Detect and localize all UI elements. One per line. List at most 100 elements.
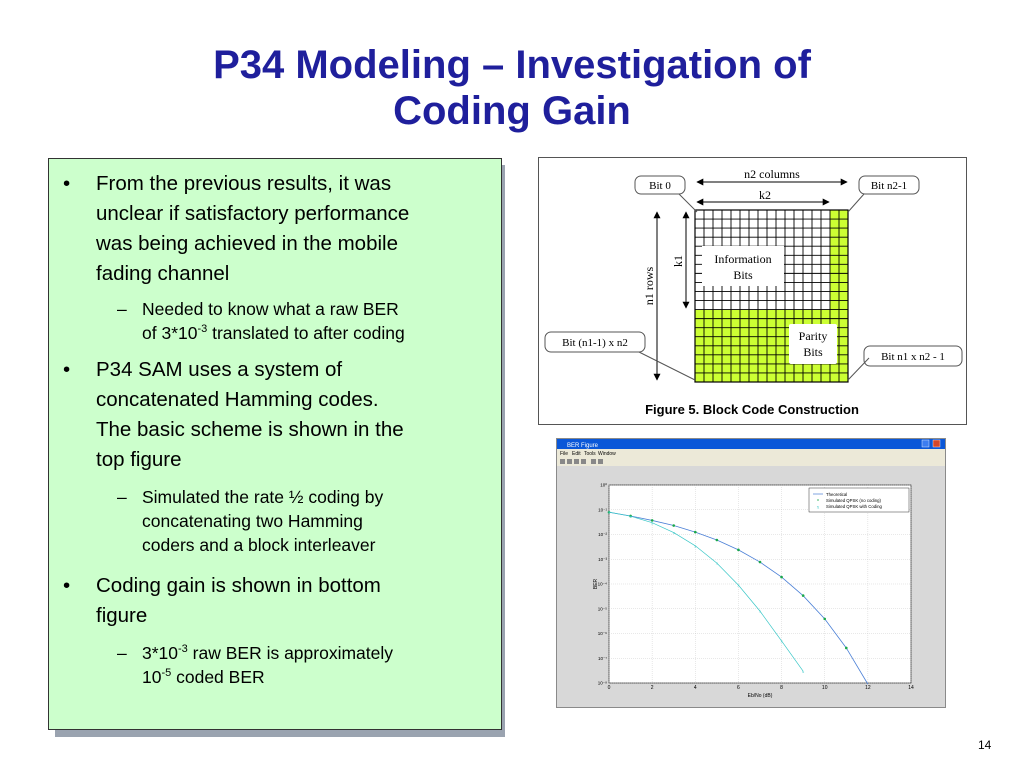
bit-n1-x-n2-1-pointer: [847, 357, 870, 381]
y-tick-labels: 10⁰ 10⁻¹ 10⁻² 10⁻³ 10⁻⁴ 10⁻⁵ 10⁻⁶ 10⁻⁷ 1…: [598, 483, 608, 686]
bit-0-callout: [634, 175, 686, 195]
block-code-figure: Information Bits Parity Bits n2 columns …: [538, 157, 967, 425]
dash-marker: –: [117, 299, 127, 319]
text-part: translated to after coding: [207, 323, 405, 343]
coding-point: x: [694, 543, 697, 548]
bullet-1-line-1: From the previous results, it was: [96, 172, 392, 195]
k2-label: k2: [759, 188, 771, 202]
menu-bar: [557, 449, 945, 457]
nocoding-point: [737, 548, 740, 552]
menu-edit[interactable]: Edit: [572, 451, 581, 457]
pan-icon[interactable]: [581, 459, 586, 464]
legend-icon[interactable]: [598, 459, 603, 464]
sub-bullet-3-line-1: 3*10-3 raw BER is approximately: [142, 641, 393, 665]
coding-point: x: [737, 583, 740, 588]
x-tick: 14: [908, 685, 914, 691]
superscript: -5: [161, 667, 172, 679]
x-tick: 12: [865, 685, 871, 691]
text-part: raw BER is approximately: [187, 643, 394, 663]
slide-title: P34 Modeling – Investigation of Coding G…: [60, 42, 964, 134]
bit-n1-1-x-n2-label: Bit (n1-1) x n2: [562, 337, 628, 349]
information-bits-label-2: Bits: [733, 268, 753, 282]
x-tick: 0: [608, 685, 611, 691]
bullet-marker: •: [63, 358, 71, 381]
window-title: BER Figure: [567, 443, 599, 449]
k1-label: k1: [671, 255, 685, 267]
menu-file[interactable]: File: [560, 451, 568, 457]
legend-box: [808, 487, 910, 513]
datacursor-icon[interactable]: [591, 459, 596, 464]
bit-n2-1-pointer: [847, 193, 865, 213]
window-titlebar: [557, 439, 945, 449]
coding-point: x: [629, 514, 632, 519]
y-tick: 10⁻⁴: [598, 582, 607, 587]
nocoding-point: [693, 530, 697, 534]
sub-bullet-1: Needed to know what a raw BER of 3*10-3 …: [142, 297, 405, 345]
maximize-button[interactable]: [921, 439, 930, 448]
y-tick: 10⁻³: [598, 557, 607, 562]
nocoding-point: [780, 575, 783, 579]
bullet-1-text: From the previous results, it was unclea…: [96, 169, 409, 289]
nocoding-point: [844, 646, 848, 650]
y-tick: 10⁻¹: [598, 507, 607, 512]
x-tick: 4: [694, 685, 697, 691]
bullet-1-line-3: was being achieved in the mobile: [96, 232, 398, 255]
plot-grid: [608, 484, 912, 684]
sub-bullet-1-line-1: Needed to know what a raw BER: [142, 299, 399, 319]
grid-border: [694, 209, 849, 383]
sub-bullet-3-line-2: 10-5 coded BER: [142, 665, 393, 689]
nocoding-point: [672, 524, 676, 527]
figure-caption: Figure 5. Block Code Construction: [645, 402, 859, 417]
series-line-coding: [608, 511, 804, 672]
bit-n1-x-n2-1-label: Bit n1 x n2 - 1: [881, 351, 945, 363]
y-tick: 10⁻⁷: [598, 656, 607, 661]
nocoding-point: [823, 617, 827, 621]
dash-marker: –: [117, 643, 127, 663]
legend-nocoding: Simulated QPSK (no coding): [826, 498, 882, 503]
sub-bullet-2: Simulated the rate ½ coding by concatena…: [142, 485, 383, 557]
zoom-out-icon[interactable]: [567, 459, 572, 464]
ber-figure-window: BER Figure File Edit Tools Window 10⁰ 10…: [556, 438, 946, 708]
y-tick: 10⁻²: [598, 532, 607, 537]
bullet-1-line-2: unclear if satisfactory performance: [96, 202, 410, 225]
sub-bullet-2-line-2: concatenating two Hamming: [142, 511, 363, 531]
coding-point: x: [651, 520, 654, 525]
information-label-bg: [702, 246, 784, 286]
title-line-1: P34 Modeling – Investigation of: [213, 43, 811, 87]
bullet-3-line-1: Coding gain is shown in bottom: [96, 574, 381, 597]
text-part: 3*10: [142, 643, 179, 663]
superscript: -3: [197, 323, 208, 335]
zoom-in-icon[interactable]: [560, 459, 565, 464]
menu-tools[interactable]: Tools: [584, 451, 596, 457]
bullet-2-line-1: P34 SAM uses a system of: [96, 358, 343, 381]
legend-swatch-coding: x: [817, 506, 820, 511]
toolbar: [557, 457, 945, 466]
y-tick: 10⁻⁵: [598, 606, 607, 611]
x-tick: 2: [651, 685, 654, 691]
close-button[interactable]: [932, 439, 941, 448]
x-tick-labels: 0 2 4 6 8 10 12 14: [608, 685, 914, 691]
dash-marker: –: [117, 487, 127, 507]
coding-point: x: [780, 639, 783, 644]
bullet-1-line-4: fading channel: [96, 262, 230, 285]
y-axis-label: BER: [593, 578, 599, 589]
coding-point: x: [759, 609, 762, 614]
superscript: -3: [178, 643, 188, 655]
plot-series: x x x x x x x x x x: [607, 510, 869, 685]
n2-columns-label: n2 columns: [744, 167, 800, 181]
coding-point: x: [716, 561, 719, 566]
bit-n1-1-x-n2-callout: [544, 331, 646, 353]
bit-n2-1-label: Bit n2-1: [871, 180, 907, 192]
menu-window[interactable]: Window: [598, 451, 616, 457]
title-line-2: Coding Gain: [393, 89, 631, 133]
rotate-icon[interactable]: [574, 459, 579, 464]
legend-coding: Simulated QPSK with Coding: [826, 504, 882, 509]
bullet-2-text: P34 SAM uses a system of concatenated Ha…: [96, 355, 404, 475]
bit-0-pointer: [678, 193, 698, 213]
nocoding-point: [650, 519, 654, 522]
sub-bullet-2-line-1: Simulated the rate ½ coding by: [142, 487, 384, 507]
parity-bits-label-1: Parity: [799, 329, 828, 343]
bit-0-label: Bit 0: [649, 180, 671, 192]
x-tick: 10: [822, 685, 828, 691]
coding-point: x: [673, 530, 676, 535]
